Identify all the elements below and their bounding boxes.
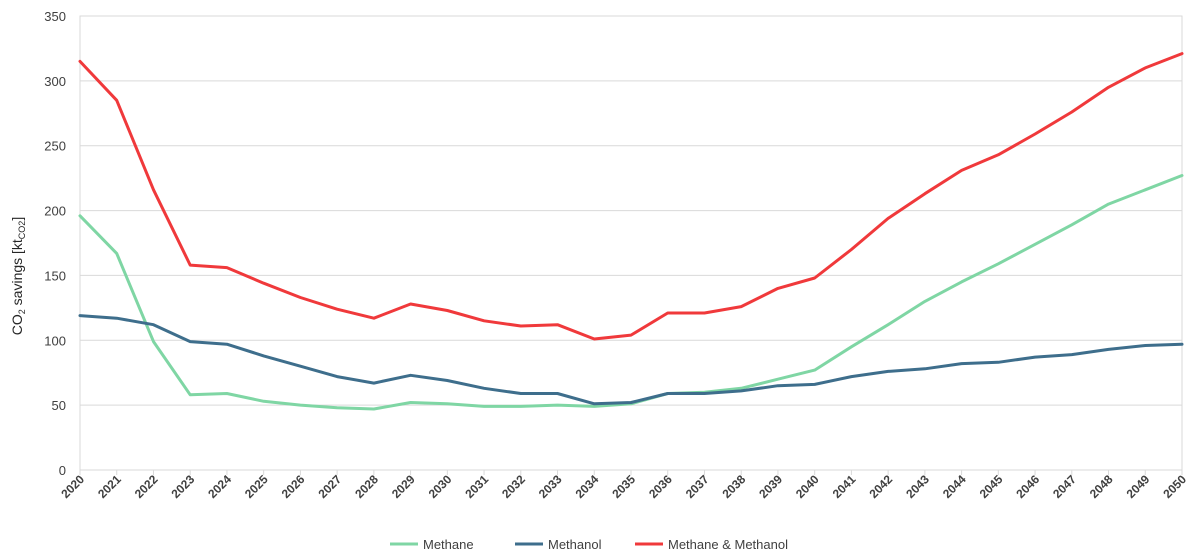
x-tick-label: 2048 <box>1087 472 1116 501</box>
y-tick-label: 300 <box>44 74 66 89</box>
x-tick-label: 2031 <box>462 472 491 501</box>
series-line-methane-methanol <box>78 52 1184 341</box>
legend-label: Methane <box>423 537 474 552</box>
y-tick-label: 50 <box>52 398 66 413</box>
x-tick-label: 2021 <box>95 472 124 501</box>
x-tick-label: 2025 <box>242 472 271 501</box>
y-axis-ticks: 0 50 100 150 200 250 300 350 <box>44 9 66 478</box>
x-tick-label: 2037 <box>683 472 712 501</box>
y-tick-label: 250 <box>44 139 66 154</box>
x-tick-label: 2049 <box>1124 472 1153 501</box>
x-axis-ticks: 2020 2021 2022 2023 2024 2025 2026 2027 2028 2029… <box>58 470 1189 501</box>
y-tick-label: 200 <box>44 204 66 219</box>
gridlines <box>80 80 1182 406</box>
x-tick-label: 2027 <box>315 472 344 501</box>
x-tick-label: 2040 <box>793 472 822 501</box>
y-tick-label: 0 <box>59 463 66 478</box>
x-tick-label: 2038 <box>720 472 749 501</box>
x-tick-label: 2044 <box>940 472 969 501</box>
y-axis-title: CO2 savings [ktCO2] <box>9 217 27 335</box>
x-tick-label: 2042 <box>866 472 895 501</box>
x-tick-label: 2024 <box>205 472 234 501</box>
y-tick-label: 150 <box>44 268 66 283</box>
y-axis-title-unit-sub: CO2 <box>17 221 27 240</box>
y-tick-label: 100 <box>44 333 66 348</box>
x-tick-label: 2034 <box>573 472 602 501</box>
series-lines <box>78 52 1184 411</box>
x-tick-label: 2046 <box>1013 472 1042 501</box>
x-tick-label: 2047 <box>1050 472 1079 501</box>
x-tick-label: 2033 <box>536 472 565 501</box>
x-tick-label: 2036 <box>646 472 675 501</box>
x-tick-label: 2023 <box>169 472 198 501</box>
x-tick-label: 2032 <box>499 472 528 501</box>
x-tick-label: 2029 <box>389 472 418 501</box>
y-tick-label: 350 <box>44 9 66 24</box>
x-tick-label: 2050 <box>1160 472 1189 501</box>
legend: Methane Methanol Methane & Methanol <box>390 537 788 552</box>
y-axis-title-suffix: ] <box>9 217 25 221</box>
x-tick-label: 2028 <box>352 472 381 501</box>
x-tick-label: 2035 <box>609 472 638 501</box>
x-tick-label: 2043 <box>903 472 932 501</box>
y-axis-title-sub: 2 <box>17 309 27 314</box>
x-tick-label: 2045 <box>977 472 1006 501</box>
legend-label: Methanol <box>548 537 602 552</box>
x-tick-label: 2030 <box>426 472 455 501</box>
x-tick-label: 2039 <box>756 472 785 501</box>
series-line-methanol <box>78 314 1184 406</box>
y-axis-title-middle: savings [kt <box>9 239 25 309</box>
y-axis-title-prefix: CO <box>9 314 25 335</box>
x-tick-label: 2026 <box>279 472 308 501</box>
legend-label: Methane & Methanol <box>668 537 788 552</box>
x-tick-label: 2041 <box>830 472 859 501</box>
x-tick-label: 2022 <box>132 472 161 501</box>
